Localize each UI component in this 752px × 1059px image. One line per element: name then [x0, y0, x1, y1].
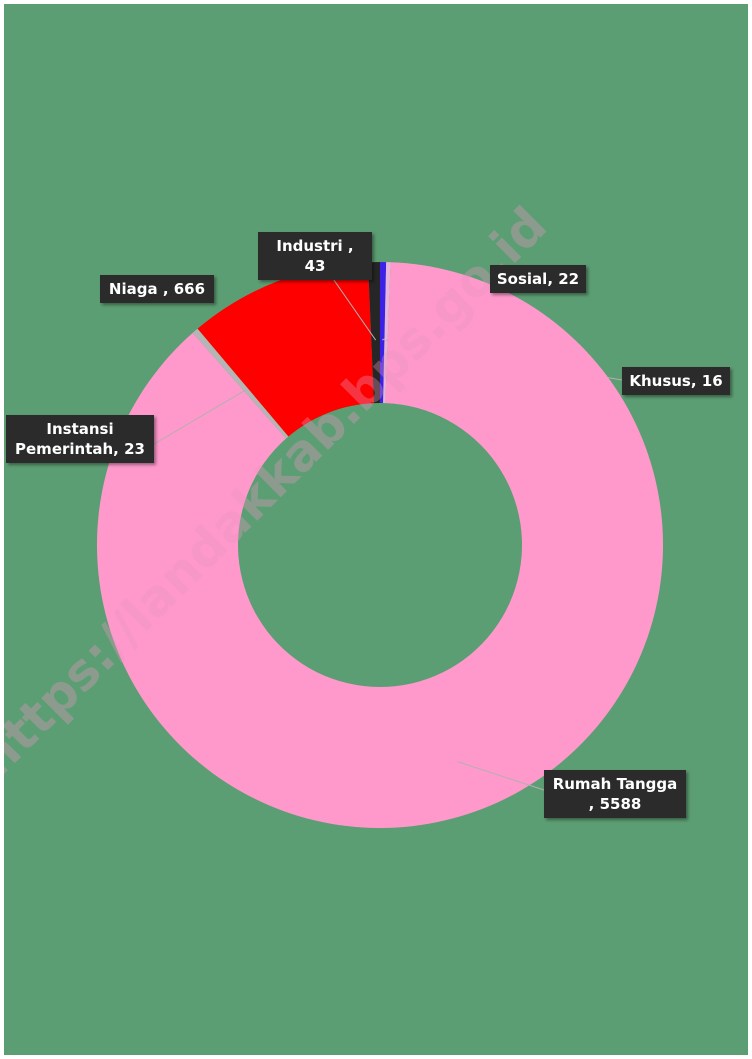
- donut-slice: [197, 262, 374, 437]
- leader-line: [457, 761, 545, 791]
- data-label: Instansi Pemerintah, 23: [6, 415, 154, 463]
- chart: https://landakkab.bps.go.id Sosial, 22 Kh…: [4, 4, 748, 1055]
- donut-slice: [96, 262, 663, 828]
- donut-slice: [367, 262, 380, 404]
- data-label: Sosial, 22: [490, 265, 586, 293]
- donut-slice: [380, 262, 387, 404]
- data-label: Khusus, 16: [622, 367, 730, 395]
- data-label: Niaga , 666: [100, 275, 214, 303]
- data-label: Rumah Tangga , 5588: [544, 770, 686, 818]
- donut-slice: [192, 328, 289, 439]
- data-label: Industri , 43: [258, 232, 372, 280]
- donut-slice: [383, 262, 391, 404]
- leader-line: [153, 389, 247, 445]
- chart-canvas: https://landakkab.bps.go.id: [4, 196, 663, 828]
